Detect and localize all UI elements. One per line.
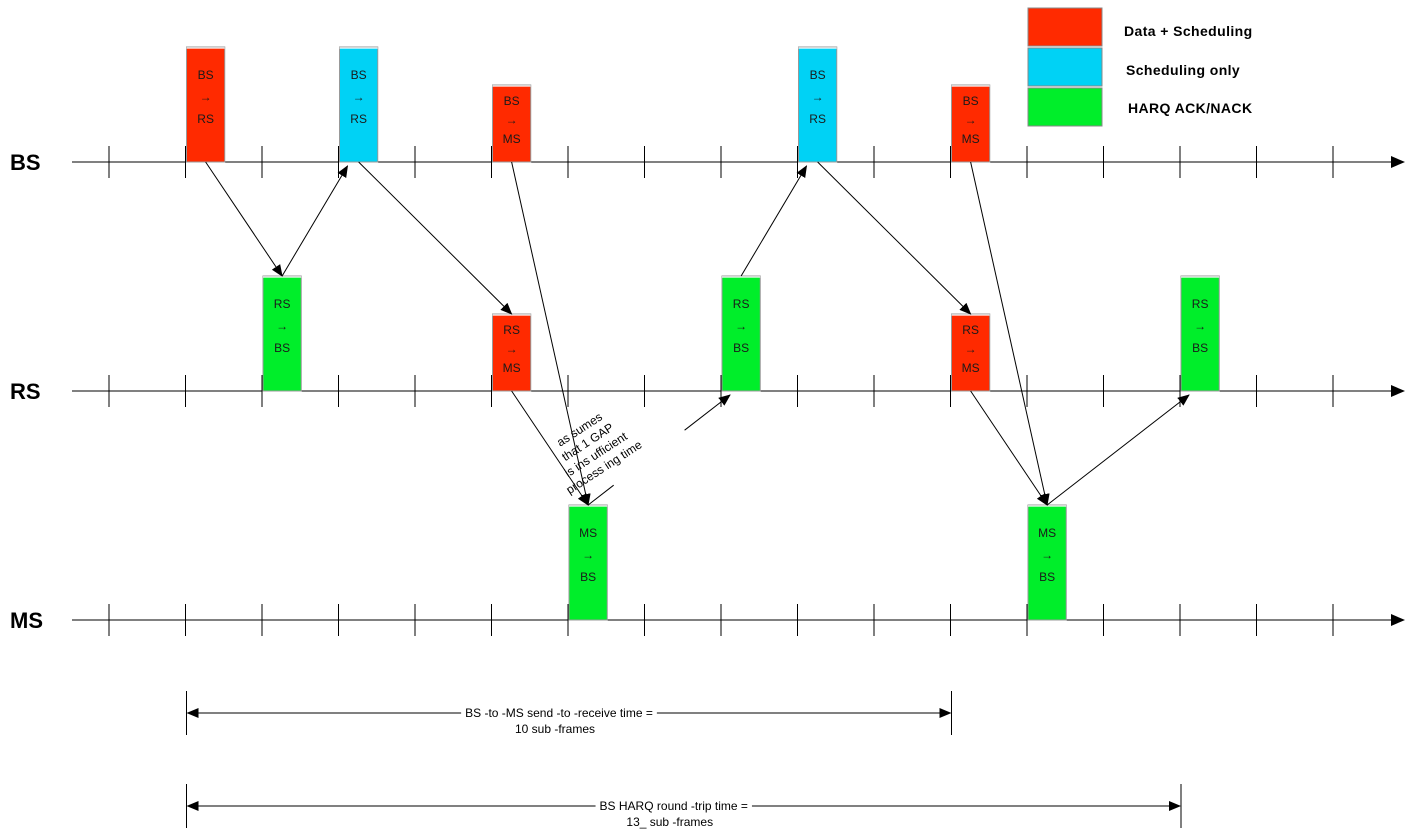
block-label-line: BS [351, 68, 367, 82]
block-rect [951, 313, 991, 392]
block-rect [492, 84, 532, 163]
measurement-round_trip: BS HARQ round -trip time = 13_ sub -frame… [186, 784, 1182, 829]
block-label-line: MS [579, 526, 597, 540]
block-label-line: → [506, 113, 518, 127]
measurement-label: BS HARQ round -trip time = [600, 799, 748, 813]
block-rect [186, 46, 226, 163]
block-m1: MS → BS [568, 504, 608, 621]
block-r5: RS → BS [1180, 275, 1220, 392]
block-rect [568, 504, 608, 621]
block-label-line: → [1194, 319, 1206, 333]
timeline-arrowhead [1391, 156, 1405, 168]
block-label-line: → [1041, 548, 1053, 562]
arrow-r4-to-m2 [970, 390, 1048, 506]
timing-measurements: BS -to -MS send -to -receive time = 10 su… [186, 691, 1182, 829]
legend-swatch-data-scheduling [1027, 7, 1103, 47]
arrow-m2-to-r5 [1046, 394, 1190, 506]
block-label-line: → [276, 319, 288, 333]
arrow-r3-to-b4 [740, 165, 808, 277]
legend-label-data-scheduling: Data + Scheduling [1124, 23, 1253, 39]
measurement-value: 10 sub -frames [515, 722, 595, 736]
block-label-line: BS [1192, 341, 1208, 355]
block-label-line: → [735, 319, 747, 333]
block-label-line: MS [1038, 526, 1056, 540]
block-label-line: RS [809, 112, 826, 126]
block-r3: RS → BS [721, 275, 761, 392]
block-b4: BS → RS [798, 46, 838, 163]
block-label-line: BS [274, 341, 290, 355]
block-rect [798, 46, 838, 163]
arrow-segment [587, 484, 614, 506]
legend-swatch-harq [1027, 87, 1103, 127]
arrow-b1-to-r1 [205, 161, 283, 277]
timeline-ms: MS [10, 604, 1405, 636]
block-label-line: BS [198, 68, 214, 82]
arrow-segment [684, 394, 731, 431]
block-rect [492, 313, 532, 392]
block-b3: BS → MS [492, 84, 532, 163]
block-label-line: → [506, 342, 518, 356]
legend-swatch-scheduling-only [1027, 47, 1103, 87]
block-r1: RS → BS [262, 275, 302, 392]
block-rect [951, 84, 991, 163]
block-label-line: → [582, 548, 594, 562]
block-label-line: MS [503, 132, 521, 146]
block-b2: BS → RS [339, 46, 379, 163]
legend: Data + Scheduling Scheduling only HARQ A… [1027, 7, 1253, 127]
legend-label-harq: HARQ ACK/NACK [1128, 100, 1252, 116]
arrow-m1-to-r3 [587, 394, 731, 506]
block-label-line: RS [197, 112, 214, 126]
block-label-line: MS [962, 361, 980, 375]
block-label-line: → [812, 90, 824, 104]
timeline-arrowhead [1391, 614, 1405, 626]
arrow-r1-to-b2 [281, 165, 349, 277]
timeline-label-ms: MS [10, 608, 43, 633]
timeline-bs: BS [10, 146, 1405, 178]
block-label-line: RS [503, 323, 520, 337]
block-label-line: → [200, 90, 212, 104]
measurement-value: 13_ sub -frames [626, 815, 713, 829]
block-label-line: RS [350, 112, 367, 126]
block-label-line: RS [274, 297, 291, 311]
arrow-b2-to-r2 [358, 161, 513, 315]
block-m2: MS → BS [1027, 504, 1067, 621]
gap-note: as sumes that 1 GAP is ins ufficient pro… [554, 410, 645, 497]
block-rect [1027, 504, 1067, 621]
block-label-line: BS [733, 341, 749, 355]
block-rect [721, 275, 761, 392]
arrow-r2-to-m1 [511, 390, 589, 506]
measurement-label: BS -to -MS send -to -receive time = [465, 706, 653, 720]
arrow-b5-to-m2 [970, 161, 1050, 506]
block-r2: RS → MS [492, 313, 532, 392]
block-label-line: BS [1039, 570, 1055, 584]
legend-label-scheduling-only: Scheduling only [1126, 62, 1240, 78]
timeline-label-bs: BS [10, 150, 41, 175]
timeline-label-rs: RS [10, 379, 41, 404]
arrow-b4-to-r4 [817, 161, 972, 315]
block-label-line: → [965, 113, 977, 127]
block-label-line: RS [962, 323, 979, 337]
block-label-line: BS [963, 94, 979, 108]
subframe-blocks: BS→RSBS→RSBS→MSBS→RSBS→MSRS→BSRS→MSRS→BS… [186, 46, 1220, 621]
block-label-line: BS [810, 68, 826, 82]
block-rect [339, 46, 379, 163]
block-rect [262, 275, 302, 392]
block-label-line: RS [733, 297, 750, 311]
block-label-line: → [965, 342, 977, 356]
block-r4: RS → MS [951, 313, 991, 392]
block-b5: BS → MS [951, 84, 991, 163]
block-rect [1180, 275, 1220, 392]
block-label-line: RS [1192, 297, 1209, 311]
block-b1: BS → RS [186, 46, 226, 163]
block-label-line: MS [503, 361, 521, 375]
timeline-arrowhead [1391, 385, 1405, 397]
block-label-line: MS [962, 132, 980, 146]
block-label-line: → [353, 90, 365, 104]
block-label-line: BS [504, 94, 520, 108]
transmission-arrows [205, 161, 1190, 506]
measurement-send_to_receive: BS -to -MS send -to -receive time = 10 su… [186, 691, 952, 736]
arrow-b3-to-m1 [511, 161, 591, 506]
block-label-line: BS [580, 570, 596, 584]
